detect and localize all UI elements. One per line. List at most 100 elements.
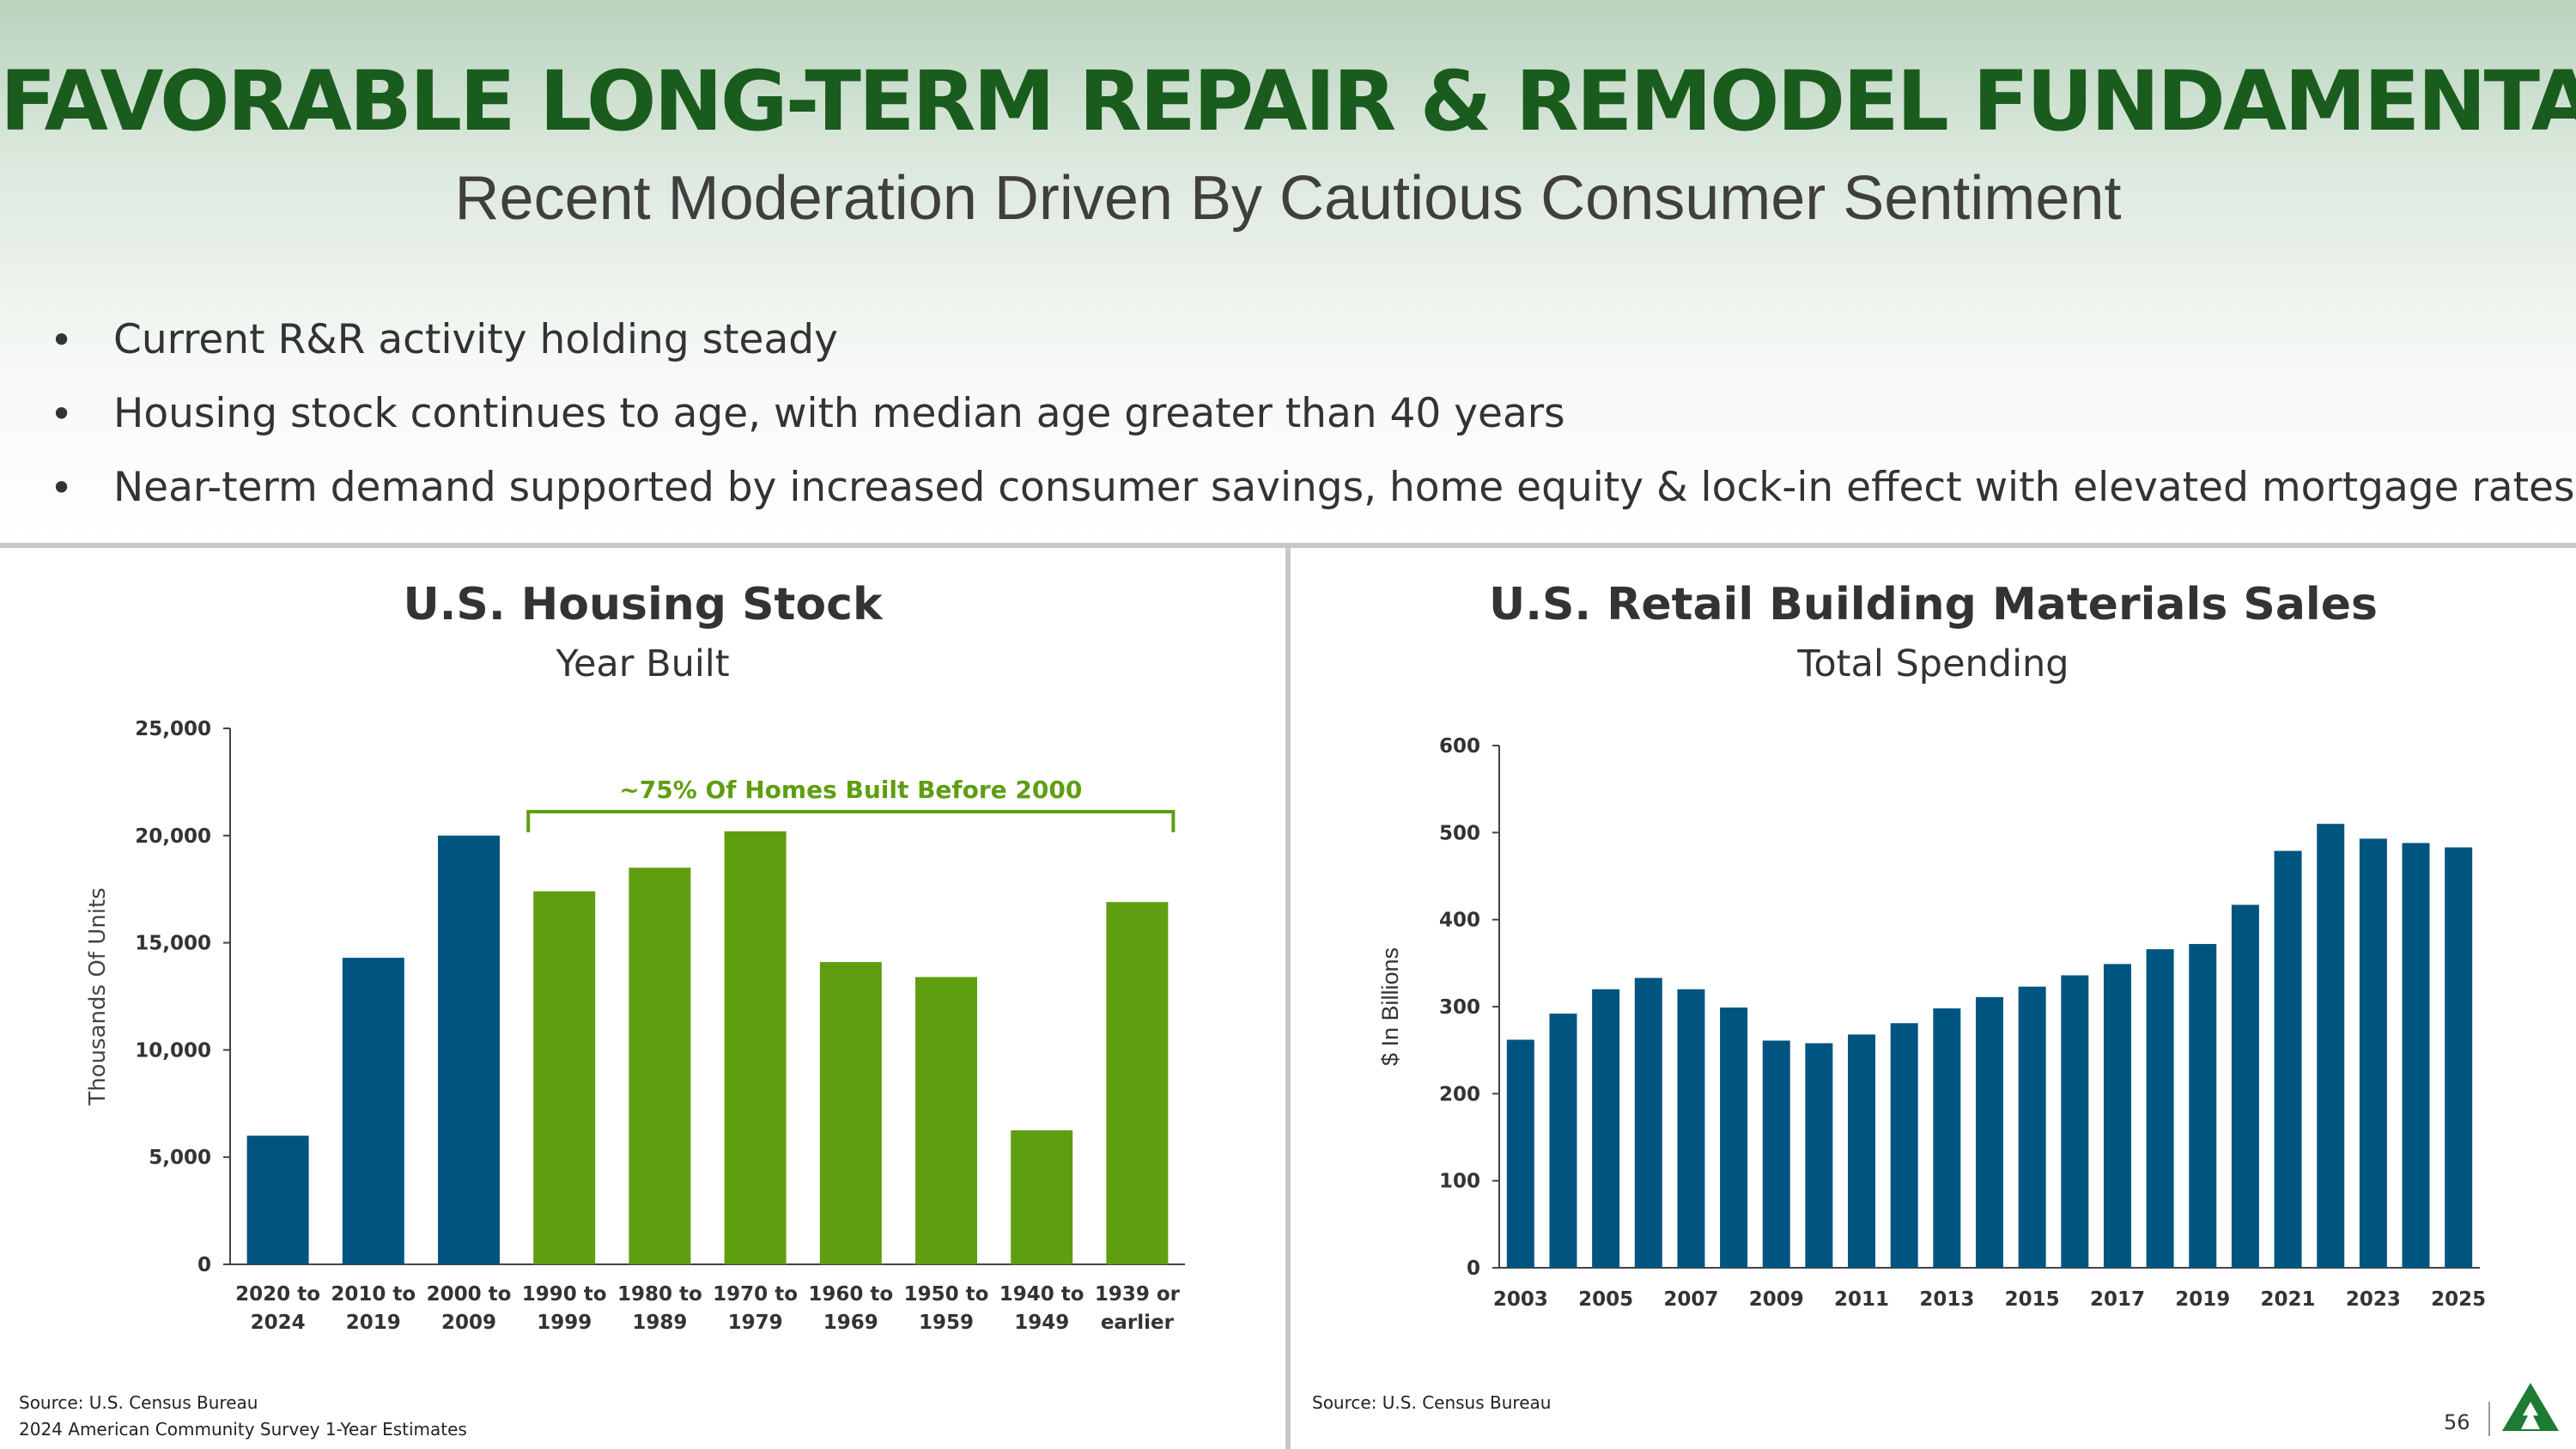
x-tick-label: 1960 to [808, 1283, 893, 1306]
x-tick-label: 2020 to [235, 1283, 320, 1306]
bar [1677, 989, 1705, 1268]
x-tick-label: 1949 [1014, 1312, 1069, 1334]
x-tick-label: 1950 to [904, 1283, 989, 1306]
bar [1805, 1043, 1833, 1268]
bar [2402, 843, 2430, 1268]
bar [915, 977, 977, 1264]
x-tick-label: 2017 [2090, 1288, 2145, 1311]
housing-chart-subtitle: Year Built [556, 642, 730, 685]
x-tick-label: 1989 [632, 1312, 687, 1334]
bar [2103, 964, 2131, 1268]
bar [1106, 902, 1169, 1264]
y-tick-label: 25,000 [135, 718, 211, 740]
y-tick-label: 200 [1439, 1083, 1480, 1105]
company-logo-icon [2502, 1383, 2559, 1431]
y-tick-label: 400 [1439, 910, 1480, 932]
x-tick-label: 2011 [1834, 1288, 1889, 1311]
x-tick-label: 2025 [2431, 1288, 2486, 1311]
bar [533, 891, 596, 1264]
x-tick-label: 2023 [2346, 1288, 2401, 1311]
vertical-divider [1285, 548, 1291, 1449]
y-tick-label: 600 [1439, 735, 1480, 758]
x-tick-label: 1939 or [1095, 1283, 1181, 1306]
bar [1011, 1130, 1073, 1264]
bullet-list: • Current R&R activity holding steady • … [50, 313, 2574, 534]
materials-sales-chart: 0 100 200 300 400 500 600 $ In Billions 2003 2005… [1377, 735, 2486, 1311]
x-tick-label: 1980 to [617, 1283, 702, 1306]
x-tick-label: 1999 [537, 1312, 592, 1334]
horizontal-divider [0, 543, 2576, 548]
right-source: Source: U.S. Census Bureau [1312, 1390, 1551, 1416]
x-tick-label: 1940 to [999, 1283, 1084, 1306]
x-tick-label: 1959 [919, 1312, 974, 1334]
bullet-dot: • [50, 465, 74, 511]
y-tick-label: 500 [1439, 822, 1480, 844]
bar [2274, 850, 2302, 1268]
bar [1976, 996, 2003, 1268]
bar [1720, 1008, 1748, 1268]
x-tick-label: 2009 [1749, 1288, 1804, 1311]
bullet-dot: • [50, 317, 74, 363]
bar [1762, 1040, 1790, 1268]
y-tick-label: 15,000 [135, 933, 211, 955]
bar [724, 831, 787, 1264]
source-line: 2024 American Community Survey 1-Year Es… [19, 1419, 467, 1440]
bar [1848, 1034, 1876, 1268]
page-number: 56 [2444, 1410, 2470, 1434]
x-tick-label: 2019 [2175, 1288, 2230, 1311]
x-tick-label: 2013 [1919, 1288, 1974, 1311]
bar [2018, 986, 2046, 1268]
x-tick-label: 2005 [1578, 1288, 1633, 1311]
x-tick-label: 1969 [823, 1312, 878, 1334]
bar [819, 962, 882, 1264]
x-tick-label: earlier [1101, 1312, 1175, 1334]
materials-chart-title: U.S. Retail Building Materials Sales [1489, 579, 2378, 630]
bullet-text: Near-term demand supported by increased … [113, 464, 2575, 511]
bar [2359, 838, 2387, 1268]
x-tick-label: 2000 to [427, 1283, 512, 1306]
annotation-text: ~75% Of Homes Built Before 2000 [619, 776, 1082, 804]
source-line: Source: U.S. Census Bureau [19, 1392, 258, 1413]
annotation-bracket [526, 810, 1176, 832]
bar [629, 868, 691, 1264]
bar [342, 958, 404, 1264]
page-number-separator [2488, 1402, 2490, 1436]
y-axis-label: Thousands Of Units [85, 887, 111, 1105]
y-tick-label: 20,000 [135, 825, 211, 848]
bar [1634, 977, 1662, 1268]
y-tick-label: 5,000 [149, 1147, 211, 1169]
bar [2231, 904, 2259, 1268]
housing-stock-chart: 0 5,000 10,000 15,000 20,000 25,000 Thousands … [85, 718, 1185, 1334]
x-tick-label: 2003 [1493, 1288, 1548, 1311]
y-tick-label: 100 [1439, 1171, 1480, 1193]
bullet-text: Current R&R activity holding steady [113, 316, 838, 363]
x-tick-label: 1979 [728, 1312, 783, 1334]
x-tick-label: 2009 [441, 1312, 496, 1334]
bar [1506, 1039, 1534, 1268]
x-tick-label: 1970 to [713, 1283, 798, 1306]
y-tick-label: 0 [1467, 1257, 1480, 1280]
bar [1890, 1023, 1918, 1268]
header-background [0, 0, 2576, 543]
x-tick-label: 2024 [251, 1312, 306, 1334]
bar [2189, 944, 2217, 1268]
bullet-item: • Near-term demand supported by increase… [50, 460, 2574, 534]
source-line: Source: U.S. Census Bureau [1312, 1392, 1552, 1413]
bar [1933, 1008, 1961, 1268]
bullet-text: Housing stock continues to age, with med… [113, 390, 1565, 437]
bullet-dot: • [50, 391, 74, 437]
y-tick-label: 300 [1439, 996, 1480, 1019]
x-tick-label: 2019 [346, 1312, 401, 1334]
slide-title: FAVORABLE LONG-TERM REPAIR & REMODEL FUN… [0, 53, 2576, 149]
y-tick-label: 0 [197, 1254, 211, 1276]
bar [1592, 989, 1620, 1268]
bar [2061, 975, 2089, 1268]
x-tick-label: 2015 [2005, 1288, 2060, 1311]
x-tick-label: 2010 to [331, 1283, 416, 1306]
y-axis-label: $ In Billions [1377, 947, 1403, 1066]
bullet-item: • Housing stock continues to age, with m… [50, 387, 2574, 460]
bullet-item: • Current R&R activity holding steady [50, 313, 2574, 387]
left-source: Source: U.S. Census Bureau 2024 American… [19, 1390, 467, 1443]
housing-chart-title: U.S. Housing Stock [403, 579, 883, 630]
bar [2317, 824, 2345, 1268]
